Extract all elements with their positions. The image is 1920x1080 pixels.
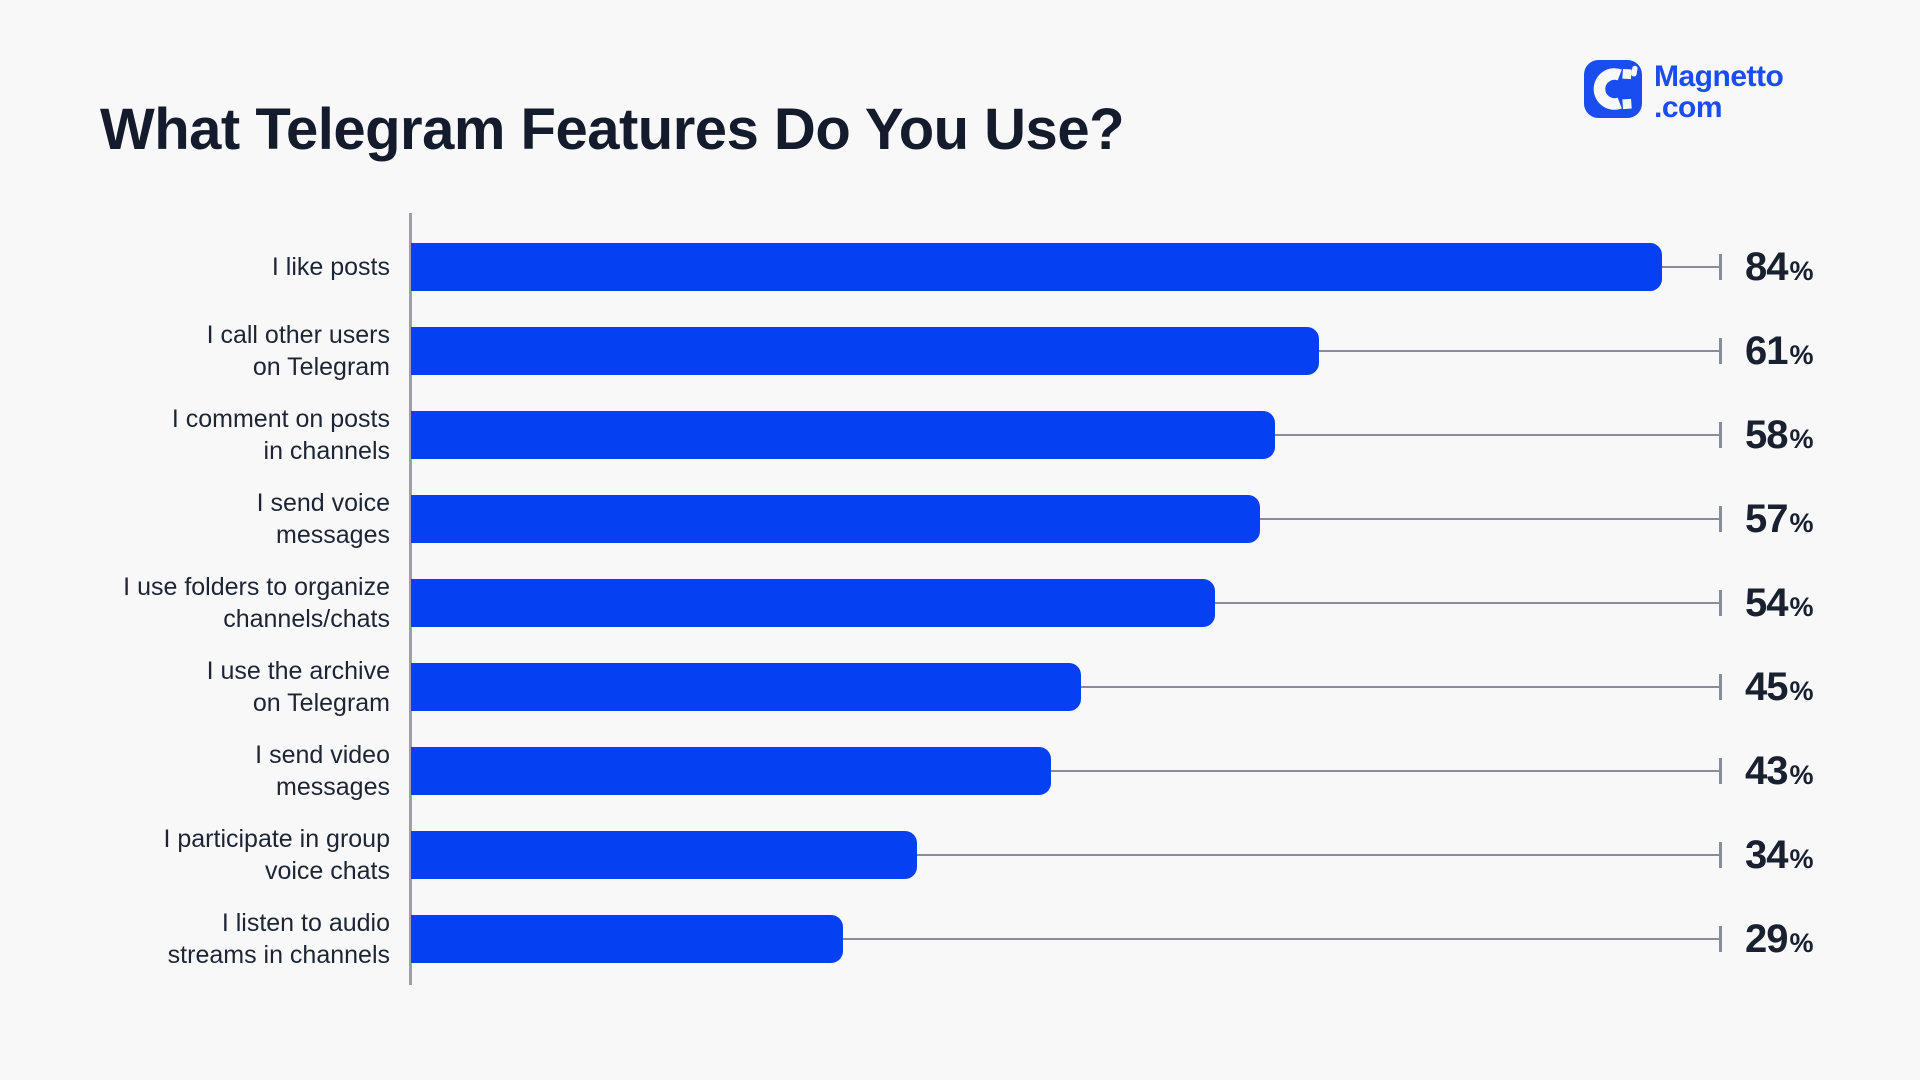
- tick-mark: [1719, 674, 1722, 700]
- value-label: 54%: [1745, 581, 1814, 626]
- brand-name-line2: .com: [1654, 90, 1723, 124]
- bar: [411, 831, 917, 879]
- connector-line: [1260, 518, 1721, 520]
- percent-sign: %: [1789, 927, 1814, 958]
- bar: [411, 579, 1215, 627]
- value-number: 34: [1745, 832, 1788, 877]
- value-label: 57%: [1745, 497, 1814, 542]
- tick-mark: [1719, 338, 1722, 364]
- page-title: What Telegram Features Do You Use?: [100, 97, 1125, 162]
- bar-track: [411, 327, 1722, 375]
- connector-line: [1215, 602, 1721, 604]
- brand-name: Magnetto .com: [1654, 59, 1784, 124]
- value-label: 45%: [1745, 665, 1814, 710]
- percent-sign: %: [1789, 843, 1814, 874]
- value-number: 43: [1745, 748, 1788, 793]
- bar-track: [411, 915, 1722, 963]
- row-label: I send video messages: [255, 740, 390, 802]
- value-label: 34%: [1745, 833, 1814, 878]
- value-label: 61%: [1745, 329, 1814, 374]
- percent-sign: %: [1789, 255, 1814, 286]
- row-label: I like posts: [271, 252, 390, 281]
- tick-mark: [1719, 926, 1722, 952]
- connector-line: [843, 938, 1721, 940]
- bar: [411, 747, 1051, 795]
- value-label: 84%: [1745, 245, 1814, 290]
- percent-sign: %: [1789, 591, 1814, 622]
- value-number: 61: [1745, 328, 1788, 373]
- row-label: I use folders to organize channels/chats: [123, 572, 390, 634]
- chart-row: I send voice messages 57%: [60, 477, 1814, 561]
- connector-line: [1319, 350, 1721, 352]
- bar-track: [411, 663, 1722, 711]
- value-label: 58%: [1745, 413, 1814, 458]
- percent-sign: %: [1789, 759, 1814, 790]
- bar: [411, 411, 1275, 459]
- chart-row: I listen to audio streams in channels 29…: [60, 897, 1814, 981]
- chart-row: I comment on posts in channels 58%: [60, 393, 1814, 477]
- value-number: 45: [1745, 664, 1788, 709]
- value-label: 29%: [1745, 917, 1814, 962]
- percent-sign: %: [1789, 675, 1814, 706]
- bar-track: [411, 747, 1722, 795]
- row-label: I use the archive on Telegram: [206, 656, 390, 718]
- connector-line: [1081, 686, 1721, 688]
- value-number: 29: [1745, 916, 1788, 961]
- chart-row: I use folders to organize channels/chats…: [60, 561, 1814, 645]
- connector-line: [1662, 266, 1721, 268]
- tick-mark: [1719, 590, 1722, 616]
- tick-mark: [1719, 506, 1722, 532]
- row-label: I comment on posts in channels: [171, 404, 390, 466]
- percent-sign: %: [1789, 339, 1814, 370]
- bar-track: [411, 411, 1722, 459]
- bar: [411, 495, 1260, 543]
- tick-mark: [1719, 758, 1722, 784]
- percent-sign: %: [1789, 423, 1814, 454]
- chart-row: I use the archive on Telegram 45%: [60, 645, 1814, 729]
- connector-line: [1275, 434, 1721, 436]
- y-axis-line: [409, 213, 412, 985]
- bar-track: [411, 831, 1722, 879]
- bar: [411, 663, 1081, 711]
- bar: [411, 327, 1319, 375]
- row-label: I send voice messages: [256, 488, 390, 550]
- row-label: I participate in group voice chats: [163, 824, 390, 886]
- row-label: I listen to audio streams in channels: [167, 908, 390, 970]
- bar: [411, 915, 843, 963]
- bar-chart: I like posts 84% I call other users on T…: [60, 213, 1814, 985]
- brand-logo: Magnetto .com: [1584, 59, 1784, 124]
- bar-track: [411, 243, 1722, 291]
- bar-track: [411, 579, 1722, 627]
- brand-name-line1: Magnetto: [1654, 59, 1784, 93]
- percent-sign: %: [1789, 507, 1814, 538]
- value-label: 43%: [1745, 749, 1814, 794]
- magnet-icon: [1584, 60, 1642, 123]
- bar: [411, 243, 1662, 291]
- connector-line: [1051, 770, 1721, 772]
- chart-row: I send video messages 43%: [60, 729, 1814, 813]
- tick-mark: [1719, 842, 1722, 868]
- bar-track: [411, 495, 1722, 543]
- value-number: 57: [1745, 496, 1788, 541]
- tick-mark: [1719, 422, 1722, 448]
- value-number: 54: [1745, 580, 1788, 625]
- tick-mark: [1719, 254, 1722, 280]
- chart-row: I participate in group voice chats 34%: [60, 813, 1814, 897]
- value-number: 84: [1745, 244, 1788, 289]
- chart-row: I like posts 84%: [60, 225, 1814, 309]
- connector-line: [917, 854, 1721, 856]
- row-label: I call other users on Telegram: [206, 320, 390, 382]
- chart-row: I call other users on Telegram 61%: [60, 309, 1814, 393]
- value-number: 58: [1745, 412, 1788, 457]
